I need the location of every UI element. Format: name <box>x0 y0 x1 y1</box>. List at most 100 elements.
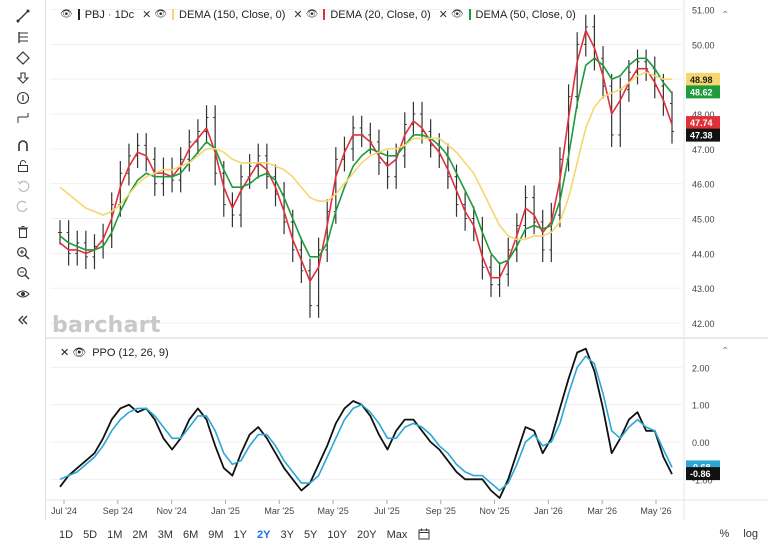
x-tick-label: Mar '25 <box>264 506 294 516</box>
range-button-20y[interactable]: 20Y <box>356 529 377 541</box>
price-legend: 👁 PBJ · 1Dc ✕ 👁 DEMA (150, Close, 0) ✕ 👁… <box>60 8 580 22</box>
legend-interval: 1Dc <box>114 8 135 21</box>
chart-canvas[interactable]: 51.0050.0049.0048.0047.0046.0045.0044.00… <box>46 0 768 520</box>
x-tick-label: Nov '25 <box>479 506 509 516</box>
arrow-tool-icon[interactable] <box>12 68 34 88</box>
chart-area[interactable]: 51.0050.0049.0048.0047.0046.0045.0044.00… <box>46 0 768 520</box>
time-range-bar: 1D 5D 1M 2M 3M 6M 9M 1Y 2Y 3Y 5Y 10Y 20Y Max % log <box>46 522 768 548</box>
redo-icon[interactable] <box>12 196 34 216</box>
calendar-icon[interactable] <box>418 528 430 543</box>
close-icon[interactable]: ✕ <box>142 9 152 21</box>
y-tick-label: 47.00 <box>692 145 715 155</box>
y-tick-label: 42.00 <box>692 319 715 329</box>
series-line-dema-50-close-0- <box>59 57 673 265</box>
y-tick-label: 51.00 <box>692 5 715 15</box>
legend-study: ✕ 👁 DEMA (50, Close, 0) <box>438 8 576 22</box>
trash-icon[interactable] <box>12 222 34 242</box>
value-badge <box>686 116 720 130</box>
collapse-pane-icon[interactable]: ⌃ <box>721 10 730 21</box>
zoom-in-icon[interactable] <box>12 243 34 263</box>
eye-icon[interactable]: 👁 <box>450 9 464 20</box>
series-line-dema-150-close-0- <box>59 71 672 241</box>
close-icon[interactable]: ✕ <box>60 347 70 359</box>
range-buttons: 1D 5D 1M 2M 3M 6M 9M 1Y 2Y 3Y 5Y 10Y 20Y Max <box>46 529 412 541</box>
y-tick-label: 48.00 <box>692 110 715 120</box>
undo-icon[interactable] <box>12 176 34 196</box>
range-button-1d[interactable]: 1D <box>59 529 74 541</box>
y-tick-label: 2.00 <box>692 363 710 373</box>
ppo-legend-label: PPO (12, 26, 9) <box>92 346 169 359</box>
y-tick-label: 45.00 <box>692 215 715 225</box>
x-tick-label: Sep '25 <box>426 506 456 516</box>
eye-icon[interactable]: 👁 <box>305 9 319 20</box>
x-tick-label: Jan '26 <box>534 506 563 516</box>
value-badge <box>686 128 720 142</box>
x-tick-label: Jul '25 <box>374 506 400 516</box>
x-tick-label: May '26 <box>640 506 671 516</box>
value-badge-label: 48.62 <box>690 87 713 97</box>
value-badge <box>686 72 720 86</box>
legend-swatch <box>77 9 80 20</box>
ppo-legend: ✕ 👁 PPO (12, 26, 9) <box>60 346 169 360</box>
series-line-dema-20-close-0- <box>59 29 673 283</box>
range-button-5d[interactable]: 5D <box>83 529 98 541</box>
annotation-tool-icon[interactable] <box>12 88 34 108</box>
eye-icon[interactable]: 👁 <box>154 9 168 20</box>
x-tick-label: Jan '25 <box>211 506 240 516</box>
legend-study: ✕ 👁 DEMA (150, Close, 0) <box>142 8 286 22</box>
log-scale-toggle[interactable]: log <box>743 528 758 540</box>
y-tick-label: 0.00 <box>692 438 710 448</box>
x-tick-label: Nov '24 <box>157 506 187 516</box>
shape-tool-icon[interactable] <box>12 48 34 68</box>
legend-study-label: DEMA (50, Close, 0) <box>475 8 576 21</box>
range-button-5y[interactable]: 5Y <box>303 529 318 541</box>
range-button-3m[interactable]: 3M <box>157 529 173 541</box>
value-badge <box>686 85 720 99</box>
close-icon[interactable]: ✕ <box>293 9 303 21</box>
value-badge-label: 47.38 <box>690 131 713 141</box>
close-icon[interactable]: ✕ <box>438 9 448 21</box>
series-line-signal <box>59 355 673 492</box>
y-tick-label: -1.00 <box>692 475 713 485</box>
range-button-1y[interactable]: 1Y <box>233 529 247 541</box>
range-button-max[interactable]: Max <box>386 529 408 541</box>
legend-study: ✕ 👁 DEMA (20, Close, 0) <box>293 8 430 22</box>
legend-symbol: PBJ <box>84 8 105 21</box>
range-button-10y[interactable]: 10Y <box>327 529 347 541</box>
collapse-ppo-pane-icon[interactable]: ⌃ <box>721 346 730 357</box>
legend-swatch <box>172 9 175 20</box>
y-tick-label: 46.00 <box>692 180 715 190</box>
x-tick-label: Sep '24 <box>103 506 133 516</box>
range-button-2m[interactable]: 2M <box>132 529 148 541</box>
value-badge <box>686 467 720 481</box>
value-badge-label: 48.98 <box>690 75 713 85</box>
x-tick-label: May '25 <box>317 506 348 516</box>
y-tick-label: 44.00 <box>692 249 715 259</box>
collapse-toolbar-icon[interactable] <box>12 310 34 330</box>
x-tick-label: Jul '24 <box>51 506 77 516</box>
y-tick-label: 1.00 <box>692 401 710 411</box>
legend-swatch <box>323 9 326 20</box>
value-badge-label: 47.74 <box>690 118 713 128</box>
x-tick-label: Mar '26 <box>587 506 617 516</box>
range-button-1m[interactable]: 1M <box>107 529 123 541</box>
range-button-9m[interactable]: 9M <box>208 529 224 541</box>
range-button-6m[interactable]: 6M <box>182 529 199 541</box>
value-badge-label: -0.86 <box>690 469 711 479</box>
fibonacci-tool-icon[interactable] <box>12 27 34 47</box>
lock-icon[interactable] <box>12 156 34 176</box>
range-button-3y[interactable]: 3Y <box>280 529 294 541</box>
eye-icon[interactable]: 👁 <box>60 9 73 20</box>
legend-study-label: DEMA (150, Close, 0) <box>179 8 286 21</box>
drawing-toolbar <box>0 0 46 520</box>
series-line-ppo-12-26-9- <box>59 347 673 499</box>
trendline-tool-icon[interactable] <box>12 6 34 26</box>
range-button-2y[interactable]: 2Y <box>257 529 271 541</box>
magnet-icon[interactable] <box>12 136 34 156</box>
visibility-eye-icon[interactable] <box>12 284 34 304</box>
measure-tool-icon[interactable] <box>12 108 34 128</box>
zoom-out-icon[interactable] <box>12 263 34 283</box>
eye-icon[interactable]: 👁 <box>72 347 87 359</box>
percent-scale-toggle[interactable]: % <box>719 528 730 540</box>
barchart-watermark: barchart <box>52 313 161 338</box>
